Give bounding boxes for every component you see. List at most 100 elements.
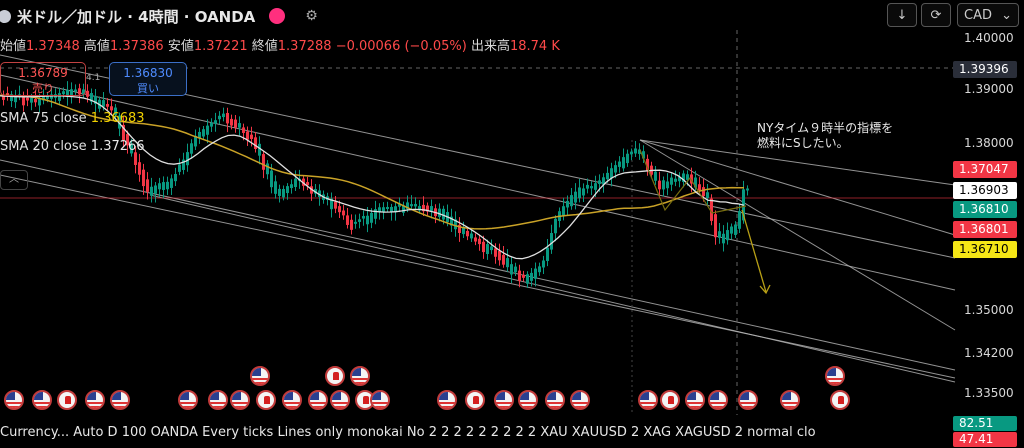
canada-flag-event-icon[interactable] — [325, 366, 345, 386]
us-flag-event-icon[interactable] — [85, 390, 105, 410]
us-flag-event-icon[interactable] — [708, 390, 728, 410]
candle-body — [58, 93, 61, 101]
candle-body — [130, 143, 133, 154]
us-flag-event-icon[interactable] — [230, 390, 250, 410]
us-flag-event-icon[interactable] — [370, 390, 390, 410]
candle-body — [170, 178, 173, 188]
canada-flag-event-icon[interactable] — [660, 390, 680, 410]
candle-body — [270, 170, 273, 188]
candle-body — [62, 91, 65, 95]
candle-body — [362, 216, 365, 219]
candle-body — [350, 219, 353, 230]
candle-body — [318, 190, 321, 198]
candle-body — [30, 97, 33, 103]
collapse-legend-button[interactable]: ︿ — [0, 170, 28, 190]
currency-select[interactable]: CAD ⌄ — [957, 3, 1019, 27]
us-flag-event-icon[interactable] — [330, 390, 350, 410]
price-tag: 1.36903 — [953, 182, 1017, 199]
canada-flag-event-icon[interactable] — [256, 390, 276, 410]
us-flag-event-icon[interactable] — [4, 390, 24, 410]
candle-body — [374, 209, 377, 219]
canada-flag-event-icon[interactable] — [57, 390, 77, 410]
candle-body — [390, 206, 393, 212]
us-flag-event-icon[interactable] — [178, 390, 198, 410]
us-flag-event-icon[interactable] — [32, 390, 52, 410]
candle-body — [262, 154, 265, 170]
canada-flag-event-icon[interactable] — [465, 390, 485, 410]
candle-body — [306, 182, 309, 186]
live-indicator-icon — [269, 8, 286, 24]
us-flag-event-icon[interactable] — [545, 390, 565, 410]
candle-body — [526, 274, 529, 284]
trendline — [639, 139, 956, 186]
us-flag-event-icon[interactable] — [350, 366, 370, 386]
candle-body — [662, 180, 665, 190]
candle-body — [294, 178, 297, 187]
candle-body — [418, 206, 421, 211]
sma75-legend[interactable]: SMA 75 close 1.36683 — [0, 111, 145, 126]
change-value: −0.00066 (−0.05%) — [335, 39, 467, 54]
price-tag: 1.36710 — [953, 241, 1017, 258]
canada-flag-event-icon[interactable] — [830, 390, 850, 410]
sma75-label: SMA 75 close — [0, 111, 87, 126]
candle-body — [258, 143, 261, 156]
symbol-title[interactable]: 米ドル／加ドル · 4時間 · OANDA — [17, 7, 256, 26]
refresh-button[interactable]: ⟳ — [921, 3, 951, 27]
candle-body — [46, 96, 49, 99]
candle-body — [730, 226, 733, 234]
candle-body — [654, 171, 657, 181]
drawings — [639, 149, 771, 295]
oscillator-value-green: 82.51 — [953, 416, 1017, 431]
price-tag: 1.37047 — [953, 161, 1017, 178]
candle-body — [746, 188, 749, 191]
zigzag-drawing — [639, 149, 747, 214]
us-flag-event-icon[interactable] — [308, 390, 328, 410]
us-flag-event-icon[interactable] — [282, 390, 302, 410]
candle-body — [458, 224, 461, 233]
scroll-to-latest-button[interactable]: ↓ — [887, 3, 917, 27]
us-flag-event-icon[interactable] — [638, 390, 658, 410]
chart-annotation[interactable]: NYタイム９時半の指標を 燃料にSしたい。 — [757, 121, 893, 151]
candle-body — [42, 96, 45, 101]
us-flag-event-icon[interactable] — [518, 390, 538, 410]
us-flag-event-icon[interactable] — [780, 390, 800, 410]
us-flag-event-icon[interactable] — [685, 390, 705, 410]
us-flag-event-icon[interactable] — [250, 366, 270, 386]
candle-body — [230, 118, 233, 126]
us-flag-event-icon[interactable] — [825, 366, 845, 386]
sell-label: 売り — [32, 82, 54, 95]
settings-icon[interactable]: ⚙ — [305, 8, 318, 24]
sma20-legend[interactable]: SMA 20 close 1.37266 — [0, 139, 145, 154]
candle-body — [454, 219, 457, 230]
candle-body — [406, 202, 409, 210]
candle-body — [174, 173, 177, 182]
candle-body — [134, 152, 137, 165]
candle-body — [682, 173, 685, 183]
us-flag-event-icon[interactable] — [437, 390, 457, 410]
us-flag-event-icon[interactable] — [110, 390, 130, 410]
us-flag-event-icon[interactable] — [494, 390, 514, 410]
us-flag-event-icon[interactable] — [208, 390, 228, 410]
candle-body — [214, 120, 217, 124]
sell-button[interactable]: 1.36789 売り — [0, 62, 86, 96]
price-tag: 1.36801 — [953, 221, 1017, 238]
candle-body — [538, 266, 541, 273]
candle-body — [266, 163, 269, 175]
candle-body — [202, 129, 205, 137]
candle-body — [102, 100, 105, 107]
trendline — [639, 139, 956, 331]
axis-label-3: 1.38000 — [964, 136, 1014, 150]
candle-body — [378, 207, 381, 212]
candle-body — [666, 181, 669, 189]
us-flag-event-icon[interactable] — [738, 390, 758, 410]
candle-body — [166, 181, 169, 190]
sma20-label: SMA 20 close — [0, 139, 87, 154]
currency-value: CAD — [964, 7, 992, 23]
candle-body — [106, 104, 109, 107]
buy-button[interactable]: 1.36830 買い — [109, 62, 187, 96]
volume-label: 出来高 — [470, 39, 510, 54]
candle-body — [218, 115, 221, 120]
candle-body — [642, 151, 645, 159]
us-flag-event-icon[interactable] — [570, 390, 590, 410]
